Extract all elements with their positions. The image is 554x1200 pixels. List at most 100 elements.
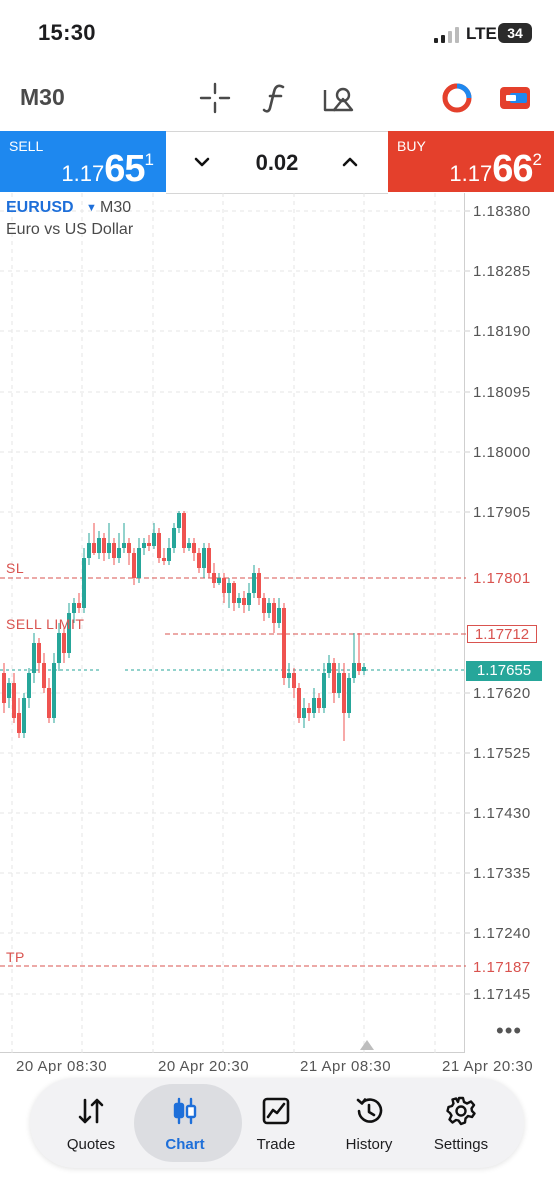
crosshair-icon[interactable]: [197, 80, 233, 116]
candle-body: [197, 553, 201, 568]
candle-body: [262, 598, 266, 613]
candle-body: [97, 538, 101, 553]
price-axis-tick: 1.18190: [473, 323, 531, 340]
tab-quotes[interactable]: Quotes: [42, 1078, 140, 1168]
current-price-marker: 1.17655: [466, 661, 542, 681]
quotes-icon: [78, 1098, 104, 1124]
candle-body: [292, 673, 296, 688]
candle-body: [217, 578, 221, 583]
candle-body: [267, 603, 271, 613]
chart-canvas[interactable]: [0, 193, 554, 1053]
chart-area[interactable]: [0, 193, 465, 1053]
candle-body: [337, 673, 341, 693]
candle-body: [22, 698, 26, 733]
candle-body: [342, 673, 346, 713]
candle-body: [77, 603, 81, 608]
objects-icon[interactable]: [320, 80, 356, 116]
candle-body: [17, 713, 21, 733]
candle-body: [2, 673, 6, 703]
candle-body: [142, 543, 146, 548]
status-time: 15:30: [38, 20, 96, 45]
candle-body: [332, 663, 336, 693]
timeframe-selector[interactable]: M30: [20, 84, 65, 110]
more-options-icon[interactable]: •••: [496, 1018, 523, 1043]
tab-chart[interactable]: Chart: [130, 1078, 242, 1168]
time-axis-tick: 20 Apr 08:30: [16, 1058, 108, 1075]
candle-body: [282, 608, 286, 678]
candle-body: [187, 543, 191, 548]
network-label: LTE: [466, 24, 497, 43]
candle-body: [212, 573, 216, 583]
tab-settings[interactable]: Settings: [412, 1078, 510, 1168]
candle-body: [327, 663, 331, 673]
candle-body: [27, 673, 31, 698]
candle-body: [122, 543, 126, 548]
candle-body: [167, 548, 171, 561]
candle-body: [347, 678, 351, 713]
candle-body: [237, 598, 241, 603]
sell-price: 1.17651: [61, 148, 154, 190]
buy-button[interactable]: BUY 1.17662: [388, 131, 554, 192]
tab-label: Trade: [256, 1136, 296, 1153]
increase-lot-icon[interactable]: [342, 154, 358, 170]
trade-icon: [262, 1097, 290, 1125]
candle-body: [242, 598, 246, 605]
sell-label: SELL: [9, 138, 44, 154]
candle-body: [322, 673, 326, 708]
lot-size-control: 0.02: [166, 131, 388, 194]
chart-timeframe: M30: [100, 199, 132, 216]
decrease-lot-icon[interactable]: [194, 154, 210, 170]
stop-loss-label[interactable]: SL: [6, 560, 25, 576]
take-profit-label[interactable]: TP: [6, 949, 25, 965]
candle-body: [92, 543, 96, 553]
stop-loss-price: 1.17801: [473, 570, 531, 587]
candle-body: [352, 663, 356, 678]
candle-body: [177, 513, 181, 528]
candle-body: [57, 633, 61, 663]
scroll-to-end-icon[interactable]: [360, 1040, 374, 1050]
candle-body: [152, 533, 156, 546]
tab-history[interactable]: History: [320, 1078, 418, 1168]
price-axis-tick: 1.18380: [473, 203, 531, 220]
tab-trade[interactable]: Trade: [227, 1078, 325, 1168]
candle-body: [147, 543, 151, 546]
candle-body: [117, 548, 121, 558]
settings-icon: [446, 1096, 476, 1126]
candle-body: [227, 583, 231, 593]
candle-body: [302, 708, 306, 718]
chart-icon: [173, 1097, 197, 1125]
price-axis-tick: 1.17525: [473, 745, 531, 762]
candle-body: [357, 663, 361, 671]
candle-body: [297, 688, 301, 718]
candle-body: [307, 708, 311, 713]
buy-label: BUY: [397, 138, 426, 154]
candle-body: [137, 548, 141, 578]
candle-body: [37, 643, 41, 663]
candle-body: [162, 558, 166, 561]
lot-size-value[interactable]: 0.02: [255, 150, 299, 175]
candle-body: [232, 583, 236, 603]
candle-body: [127, 543, 131, 553]
price-axis-tick: 1.17620: [473, 685, 531, 702]
tab-label: Quotes: [66, 1136, 116, 1153]
symbol-selector[interactable]: EURUSD: [6, 199, 74, 216]
candle-body: [362, 667, 366, 671]
sell-limit-price: 1.17712: [467, 625, 537, 643]
price-axis-tick: 1.17240: [473, 925, 531, 942]
candle-body: [32, 643, 36, 673]
sell-limit-label[interactable]: SELL LIMIT: [6, 616, 85, 632]
function-icon[interactable]: [258, 80, 294, 116]
symbol-dropdown-icon[interactable]: ▼: [86, 202, 97, 214]
candle-body: [47, 688, 51, 718]
price-axis-tick: 1.17145: [473, 986, 531, 1003]
candle-body: [62, 633, 66, 653]
price-axis-tick: 1.18285: [473, 263, 531, 280]
candle-body: [52, 663, 56, 718]
account-icon[interactable]: [439, 80, 475, 116]
candle-body: [257, 573, 261, 598]
trade-toggle-icon[interactable]: [497, 80, 533, 116]
candle-body: [112, 543, 116, 558]
candle-body: [107, 543, 111, 553]
sell-button[interactable]: SELL 1.17651: [0, 131, 166, 192]
tab-label: History: [345, 1136, 393, 1153]
